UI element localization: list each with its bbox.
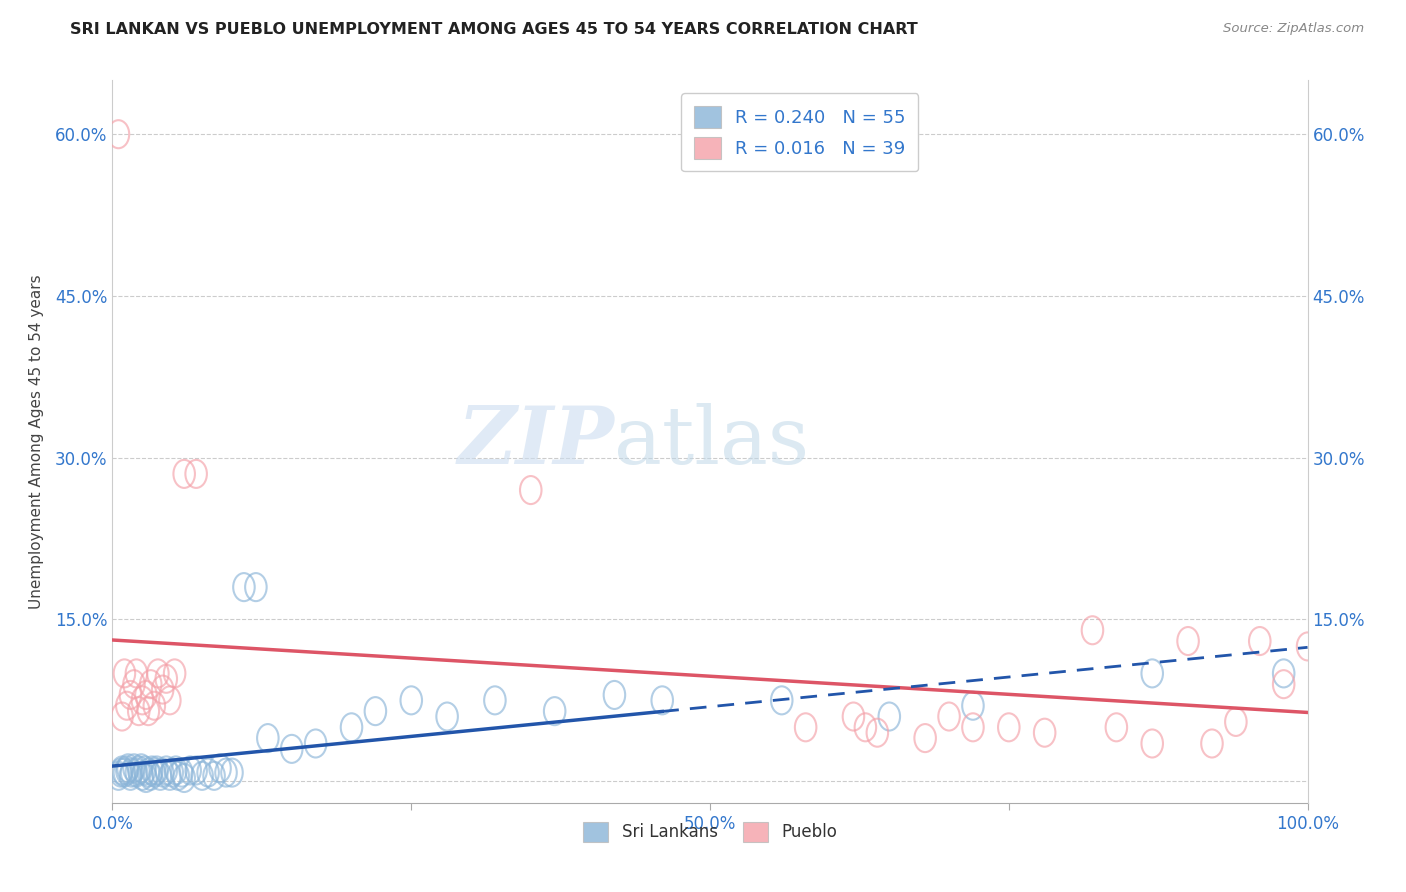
Text: atlas: atlas: [614, 402, 810, 481]
Legend: Sri Lankans, Pueblo: Sri Lankans, Pueblo: [576, 815, 844, 848]
Text: ZIP: ZIP: [457, 403, 614, 480]
Text: Source: ZipAtlas.com: Source: ZipAtlas.com: [1223, 22, 1364, 36]
Text: SRI LANKAN VS PUEBLO UNEMPLOYMENT AMONG AGES 45 TO 54 YEARS CORRELATION CHART: SRI LANKAN VS PUEBLO UNEMPLOYMENT AMONG …: [70, 22, 918, 37]
Y-axis label: Unemployment Among Ages 45 to 54 years: Unemployment Among Ages 45 to 54 years: [30, 274, 44, 609]
